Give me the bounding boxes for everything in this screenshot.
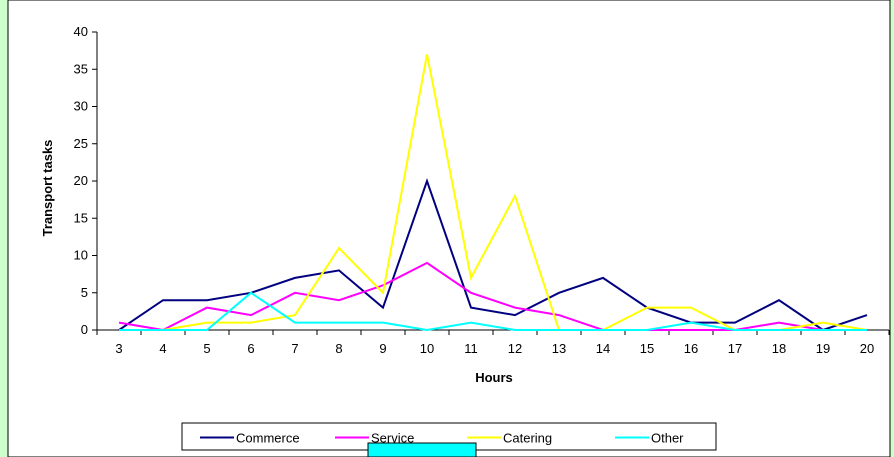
legend-label-service: Service: [371, 431, 414, 446]
overlay-box: [367, 442, 477, 457]
y-tick-label: 25: [74, 136, 88, 151]
axes-group: 0 5 10 15 20 25 30 35 40 3 4 5 6 7 8 9 10 11 12 13 14 15 16 17 1…: [74, 24, 890, 356]
x-tick-label: 10: [420, 341, 434, 356]
x-tick-label: 11: [464, 341, 478, 356]
x-tick-label: 14: [596, 341, 610, 356]
x-tick-label: 18: [772, 341, 786, 356]
legend-label-catering: Catering: [503, 431, 552, 446]
y-tick-label: 35: [74, 61, 88, 76]
x-tick-label: 19: [816, 341, 830, 356]
x-tick-label: 20: [860, 341, 874, 356]
series-group: [118, 54, 868, 332]
y-tick-label: 10: [74, 248, 88, 263]
y-tick-label: 5: [81, 285, 88, 300]
x-tick-label: 12: [508, 341, 522, 356]
x-tick-label: 4: [159, 341, 166, 356]
y-tick-label: 0: [81, 322, 88, 337]
series-line-service: [118, 261, 867, 332]
x-axis-title: Hours: [475, 370, 513, 385]
x-tick-label: 3: [115, 341, 122, 356]
series-line-other: [119, 291, 867, 332]
x-tick-label: 13: [552, 341, 566, 356]
x-tick-label: 9: [379, 341, 386, 356]
x-tick-label: 5: [203, 341, 210, 356]
x-tick-label: 8: [335, 341, 342, 356]
x-tick-label: 15: [640, 341, 654, 356]
y-tick-label: 30: [74, 99, 88, 114]
x-tick-label: 17: [728, 341, 742, 356]
legend-label-other: Other: [651, 431, 684, 446]
chart-area: [7, 0, 891, 457]
y-tick-label: 15: [74, 210, 88, 225]
y-tick-label: 20: [74, 173, 88, 188]
series-line-commerce: [118, 177, 868, 332]
x-tick-label: 6: [247, 341, 254, 356]
legend-label-commerce: Commerce: [236, 431, 300, 446]
x-tick-label: 16: [684, 341, 698, 356]
y-axis-title: Transport tasks: [40, 140, 55, 237]
x-tick-label: 7: [291, 341, 298, 356]
y-tick-label: 40: [74, 24, 88, 39]
